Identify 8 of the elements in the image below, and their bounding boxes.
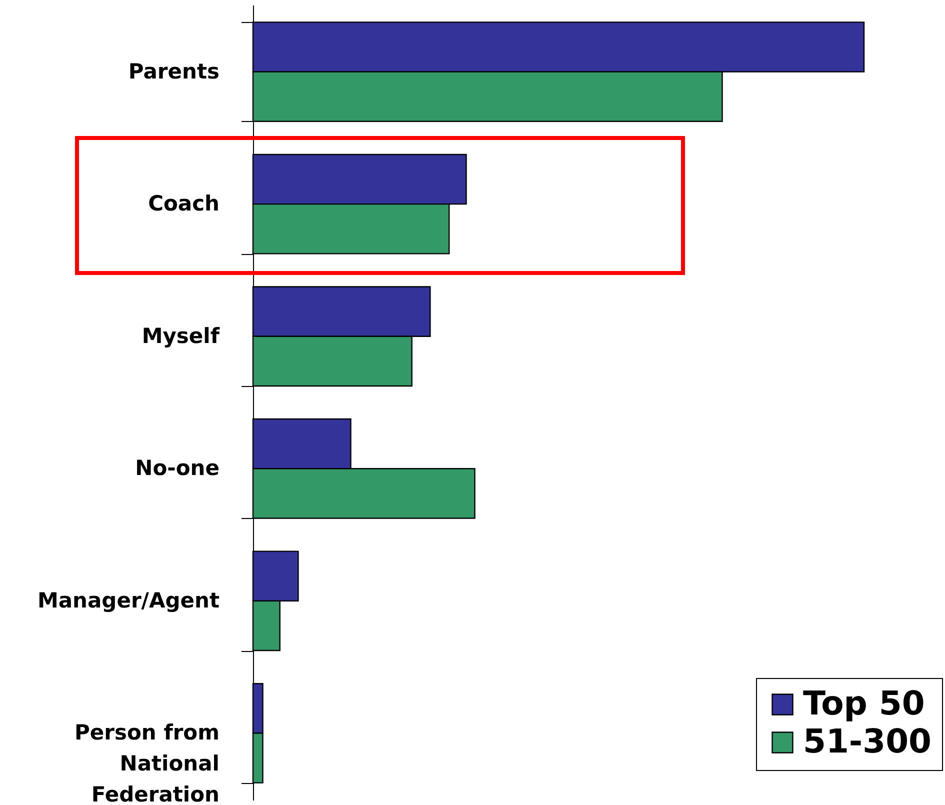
- y-tick-label: Coach: [148, 192, 220, 216]
- legend-label: Top 50: [803, 684, 925, 722]
- y-tick-label: Myself: [142, 324, 220, 348]
- y-tick-label: No-one: [135, 456, 220, 480]
- y-tick-label: Manager/Agent: [37, 588, 220, 612]
- y-tick-label: Parents: [128, 59, 220, 84]
- y-tick-label: Person from National Federation: [74, 720, 220, 805]
- legend-label: 51-300: [803, 722, 932, 760]
